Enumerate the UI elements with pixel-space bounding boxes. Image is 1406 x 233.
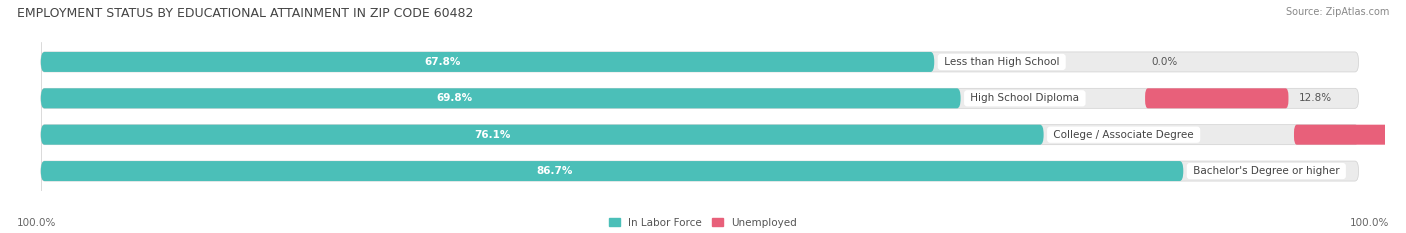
Text: 86.7%: 86.7% (537, 166, 574, 176)
FancyBboxPatch shape (41, 125, 1043, 145)
Legend: In Labor Force, Unemployed: In Labor Force, Unemployed (609, 218, 797, 228)
Text: High School Diploma: High School Diploma (967, 93, 1083, 103)
FancyBboxPatch shape (41, 88, 1358, 108)
FancyBboxPatch shape (41, 161, 1184, 181)
Text: College / Associate Degree: College / Associate Degree (1050, 130, 1197, 140)
Text: Bachelor's Degree or higher: Bachelor's Degree or higher (1189, 166, 1343, 176)
FancyBboxPatch shape (1144, 88, 1288, 108)
Text: 69.8%: 69.8% (437, 93, 472, 103)
Text: 100.0%: 100.0% (1350, 218, 1389, 228)
Text: 12.8%: 12.8% (1299, 93, 1331, 103)
Text: 0.0%: 0.0% (1152, 57, 1178, 67)
Text: Less than High School: Less than High School (941, 57, 1063, 67)
Text: 76.1%: 76.1% (474, 130, 510, 140)
Text: EMPLOYMENT STATUS BY EDUCATIONAL ATTAINMENT IN ZIP CODE 60482: EMPLOYMENT STATUS BY EDUCATIONAL ATTAINM… (17, 7, 474, 20)
FancyBboxPatch shape (41, 52, 1358, 72)
FancyBboxPatch shape (41, 161, 1358, 181)
Text: 67.8%: 67.8% (425, 57, 461, 67)
FancyBboxPatch shape (41, 125, 1358, 145)
Text: 100.0%: 100.0% (17, 218, 56, 228)
Text: Source: ZipAtlas.com: Source: ZipAtlas.com (1285, 7, 1389, 17)
FancyBboxPatch shape (41, 88, 960, 108)
FancyBboxPatch shape (1294, 125, 1406, 145)
FancyBboxPatch shape (41, 52, 934, 72)
